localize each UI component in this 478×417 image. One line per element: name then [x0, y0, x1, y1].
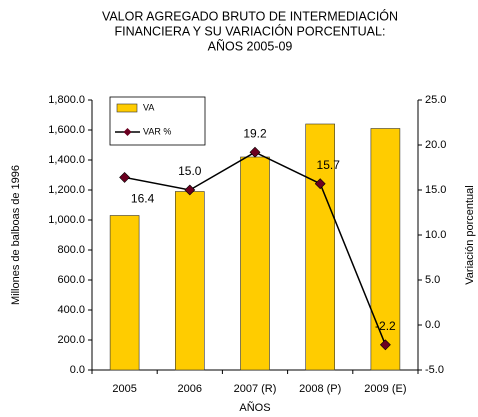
- x-axis-label: AÑOS: [239, 401, 270, 414]
- bar: [240, 156, 270, 371]
- y-tick-label: 0.0: [70, 364, 85, 376]
- chart-title: VALOR AGREGADO BRUTO DE INTERMEDIACIÓN: [102, 8, 398, 23]
- marker: [314, 178, 326, 190]
- chart-title: AÑOS 2005-09: [208, 39, 293, 53]
- y2-tick-label: 0.0: [425, 319, 440, 331]
- legend-marker: [123, 128, 132, 136]
- marker: [249, 146, 261, 158]
- y2-tick-label: -5.0: [425, 364, 444, 376]
- y2-tick-label: 15.0: [425, 184, 446, 196]
- marker: [184, 184, 196, 196]
- y2-axis-label: Variación porcentual: [464, 185, 476, 284]
- data-label: 15.0: [178, 164, 202, 178]
- data-label: 16.4: [131, 192, 155, 206]
- y-tick-label: 1,000.0: [48, 214, 85, 226]
- y-tick-label: 1,600.0: [48, 124, 85, 136]
- marker: [379, 339, 391, 351]
- y2-tick-label: 20.0: [425, 139, 446, 151]
- y-axis-label: Millones de balboas de 1996: [10, 165, 22, 305]
- y-tick-label: 1,800.0: [48, 94, 85, 106]
- data-label: 19.2: [243, 126, 267, 140]
- y-tick-label: 400.0: [57, 304, 85, 316]
- x-tick-label: 2005: [112, 383, 136, 395]
- legend-swatch: [116, 103, 138, 113]
- data-label: -2.2: [375, 319, 396, 333]
- y-tick-label: 1,400.0: [48, 154, 85, 166]
- data-label: 15.7: [317, 158, 341, 172]
- y2-tick-label: 10.0: [425, 229, 446, 241]
- y2-tick-label: 25.0: [425, 94, 446, 106]
- y-tick-label: 800.0: [57, 244, 85, 256]
- y-tick-label: 200.0: [57, 334, 85, 346]
- bar: [175, 191, 205, 371]
- x-tick-label: 2008 (P): [299, 383, 341, 395]
- y-tick-label: 600.0: [57, 274, 85, 286]
- legend-label: VA: [143, 102, 154, 112]
- bar: [109, 215, 140, 371]
- bar: [305, 123, 336, 371]
- legend-label: VAR %: [143, 126, 171, 136]
- x-tick-label: 2006: [178, 383, 202, 395]
- bar: [370, 128, 401, 371]
- x-tick-label: 2009 (E): [364, 383, 406, 395]
- y-tick-label: 1,200.0: [48, 184, 85, 196]
- chart-title: FINANCIERA Y SU VARIACIÓN PORCENTUAL:: [115, 23, 386, 38]
- marker: [119, 171, 131, 183]
- x-tick-label: 2007 (R): [234, 383, 277, 395]
- y2-tick-label: 5.0: [425, 274, 440, 286]
